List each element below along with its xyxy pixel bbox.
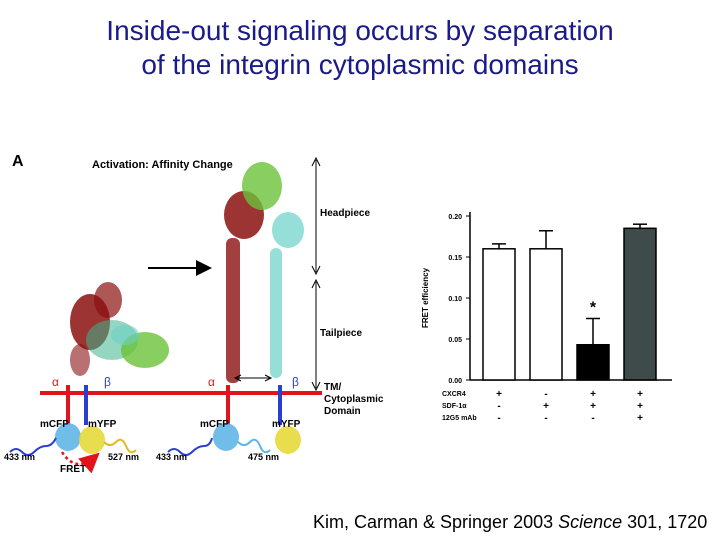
fret-label: FRET (60, 464, 86, 475)
citation-ref: 301, 1720 (622, 512, 708, 532)
emission-wave-right (237, 438, 271, 454)
alpha-tail-right (226, 385, 230, 425)
condition-sign: + (590, 401, 596, 412)
bar (576, 343, 610, 381)
condition-sign: + (637, 413, 643, 424)
wavelength-433-left: 433 nm (4, 452, 35, 462)
slide-title: Inside-out signaling occurs by separatio… (0, 14, 720, 82)
mcfp-label-right: mCFP (200, 419, 229, 430)
wavelength-475: 475 nm (248, 452, 279, 462)
mcfp-label-left: mCFP (40, 419, 69, 430)
condition-sign: + (496, 389, 502, 400)
excitation-wave-left (9, 437, 57, 456)
headpiece-label: Headpiece (320, 208, 370, 219)
y-tick-label: 0.00 (448, 378, 462, 385)
fret-bar-chart: 0.00 0.05 0.10 0.15 0.20 FRET efficiency * CXCR… (421, 212, 672, 424)
myfp-blob-left (79, 426, 105, 454)
condition-sign: + (637, 389, 643, 400)
tm-label-3: Domain (324, 406, 361, 417)
fret-arrow (60, 451, 100, 474)
alpha-label-left: α (52, 375, 59, 389)
tm-label-1: TM/ (324, 382, 341, 393)
condition-sign: - (544, 389, 547, 400)
condition-sign: + (637, 401, 643, 412)
activation-label: Activation: Affinity Change (92, 159, 233, 171)
y-tick-label: 0.15 (448, 255, 462, 262)
y-axis-label: FRET efficiency (421, 267, 430, 328)
bar (482, 248, 516, 381)
bent-integrin (70, 282, 169, 376)
tailpiece-bracket (311, 278, 321, 392)
alpha-tail-left (66, 385, 70, 425)
y-tick-label: 0.20 (448, 214, 462, 221)
bar (623, 227, 657, 381)
wavelength-527: 527 nm (108, 452, 139, 462)
alpha-label-right: α (208, 375, 215, 389)
title-line-2: of the integrin cytoplasmic domains (141, 49, 579, 80)
condition-sign: - (497, 413, 500, 424)
tm-label-2: Cytoplasmic (324, 394, 384, 405)
mcfp-blob-right (213, 423, 239, 451)
tailpiece-label: Tailpiece (320, 328, 362, 339)
myfp-blob-right (275, 426, 301, 454)
y-tick-label: 0.10 (448, 296, 462, 303)
beta-tail-right (278, 385, 282, 425)
emission-wave-left (103, 438, 137, 454)
mcfp-blob-left (55, 423, 81, 451)
citation: Kim, Carman & Springer 2003 Science 301,… (313, 512, 707, 533)
condition-sign: - (497, 401, 500, 412)
bar (529, 248, 563, 381)
beta-label-right: β (292, 375, 299, 389)
myfp-label-left: mYFP (88, 419, 117, 430)
panel-label: A (12, 153, 24, 170)
myfp-label-right: mYFP (272, 419, 301, 430)
condition-sign: - (544, 413, 547, 424)
citation-journal: Science (558, 512, 623, 532)
condition-sign: - (591, 413, 594, 424)
condition-sign: + (590, 389, 596, 400)
significance-marker: * (590, 300, 597, 317)
beta-label-left: β (104, 375, 111, 389)
headpiece-bracket (311, 156, 321, 276)
condition-sign: + (543, 401, 549, 412)
y-tick-label: 0.05 (448, 337, 462, 344)
condition-label: 12G5 mAb (442, 415, 477, 422)
citation-authors: Kim, Carman & Springer 2003 (313, 512, 559, 532)
extended-integrin (224, 162, 304, 383)
title-line-1: Inside-out signaling occurs by separatio… (106, 15, 614, 46)
beta-tail-left (84, 385, 88, 425)
excitation-wave-right (167, 437, 213, 456)
wavelength-433-right: 433 nm (156, 452, 187, 462)
condition-label: SDF-1α (442, 403, 467, 410)
condition-label: CXCR4 (442, 391, 466, 398)
